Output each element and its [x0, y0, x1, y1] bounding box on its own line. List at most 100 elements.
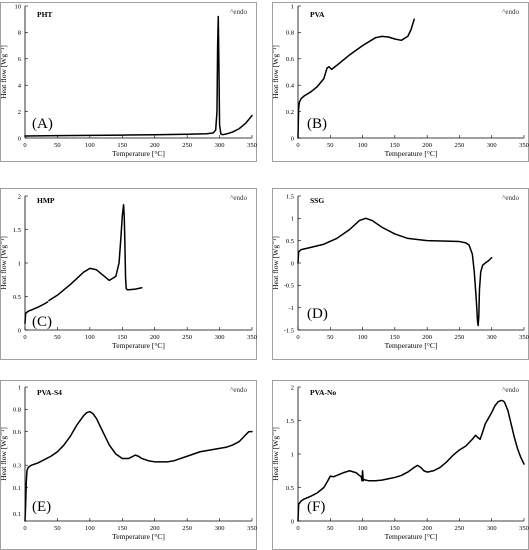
- x-tick-label: 150: [117, 142, 127, 149]
- x-tick-label: 250: [182, 334, 192, 341]
- x-axis-label: Temperature [°C]: [385, 149, 438, 158]
- x-tick-label: 50: [327, 142, 334, 149]
- x-tick-label: 300: [487, 525, 497, 532]
- y-tick-label: 1.5: [13, 227, 21, 234]
- y-tick-label: -1.5: [284, 327, 294, 334]
- endo-note: ^endo: [502, 194, 519, 202]
- panel-letter: (F): [307, 499, 325, 515]
- x-tick-label: 350: [247, 142, 257, 149]
- y-tick-label: 0: [18, 327, 21, 334]
- x-tick-label: 250: [455, 142, 465, 149]
- x-tick-label: 350: [519, 525, 529, 532]
- endo-note: ^endo: [230, 386, 247, 394]
- x-tick-label: 50: [54, 525, 61, 532]
- heat-flow-curve: [297, 399, 525, 522]
- panel-title: PVA-No: [310, 388, 336, 397]
- panel-title: SSG: [310, 196, 324, 205]
- x-axis-label: Temperature [°C]: [112, 532, 165, 541]
- y-tick-label: -0.5: [284, 283, 294, 290]
- x-axis-label: Temperature [°C]: [385, 341, 438, 350]
- y-tick-label: 10: [15, 3, 22, 10]
- y-tick-label: 1.5: [286, 418, 294, 425]
- heat-flow-curve: [24, 15, 253, 137]
- x-tick-label: 50: [327, 525, 334, 532]
- x-tick-label: 200: [150, 334, 160, 341]
- y-tick-label: 0.1: [13, 485, 21, 492]
- y-tick-label: 2: [291, 384, 294, 391]
- x-tick-label: 0: [296, 334, 299, 341]
- chart-panel: 0 50 100 150 200 250 300 350 0.1 0.3 0.6 0.8 1 0.1 PVA…: [0, 380, 257, 550]
- x-tick-label: 350: [247, 525, 257, 532]
- panel-letter: (C): [32, 314, 52, 330]
- x-tick-label: 50: [327, 334, 334, 341]
- x-tick-label: 300: [215, 142, 225, 149]
- y-tick-label: 0.3: [13, 462, 21, 469]
- heat-flow-curve: [297, 217, 493, 327]
- chart-panel: 0 50 100 150 200 250 300 350 0 0.5 1 1.5 2 HMP ^endo Te…: [0, 188, 257, 360]
- x-tick-label: 100: [358, 334, 368, 341]
- y-tick-label: 0.4: [286, 83, 295, 90]
- y-tick-label: 2: [18, 193, 21, 200]
- x-axis-label: Temperature [°C]: [385, 532, 438, 541]
- endo-note: ^endo: [502, 8, 519, 16]
- x-tick-label: 350: [519, 334, 529, 341]
- x-tick-label: 300: [215, 334, 225, 341]
- y-tick-label: 0.1: [13, 511, 21, 518]
- y-tick-label: 0.8: [286, 30, 294, 37]
- y-tick-label: 1: [291, 216, 294, 223]
- x-tick-label: 0: [296, 142, 299, 149]
- panel-title: PVA: [310, 10, 325, 19]
- x-axis-label: Temperature [°C]: [112, 149, 165, 158]
- x-tick-label: 350: [247, 334, 257, 341]
- x-tick-label: 100: [358, 525, 368, 532]
- chart-panel: 0 50 100 150 200 250 300 350 0 2 4 6 8 10 PHT ^endo Temp…: [0, 2, 257, 162]
- y-tick-label: 0.5: [286, 485, 294, 492]
- x-tick-label: 200: [422, 525, 432, 532]
- y-tick-label: 1: [18, 260, 21, 267]
- y-axis-label: Heat flow [Wg⁻¹]: [0, 427, 8, 481]
- y-tick-label: 0.8: [13, 407, 21, 414]
- x-tick-label: 200: [150, 142, 160, 149]
- y-tick-label: 0: [291, 135, 294, 142]
- x-tick-label: 250: [455, 334, 465, 341]
- x-tick-label: 150: [117, 334, 127, 341]
- y-tick-label: 0.6: [286, 56, 295, 63]
- y-tick-label: 0.5: [286, 238, 294, 245]
- y-axis-label: Heat flow [Wg⁻¹]: [271, 236, 280, 290]
- y-axis-label: Heat flow [Wg⁻¹]: [271, 45, 280, 99]
- x-tick-label: 50: [54, 142, 61, 149]
- y-tick-label: 0: [18, 135, 21, 142]
- heat-flow-curve: [297, 18, 415, 139]
- x-tick-label: 200: [422, 142, 432, 149]
- y-tick-label: 2: [18, 109, 21, 116]
- y-tick-label: 1: [291, 3, 294, 10]
- heat-flow-curve: [24, 301, 49, 325]
- y-tick-label: 6: [18, 56, 22, 63]
- x-tick-label: 150: [117, 525, 127, 532]
- endo-note: ^endo: [230, 8, 247, 16]
- x-tick-label: 300: [215, 525, 225, 532]
- x-tick-label: 200: [150, 525, 160, 532]
- x-tick-label: 0: [23, 334, 26, 341]
- panel-title: HMP: [37, 196, 55, 205]
- x-tick-label: 100: [358, 142, 368, 149]
- y-tick-label: 4: [18, 83, 22, 90]
- x-tick-label: 50: [54, 334, 61, 341]
- panel-letter: (A): [32, 116, 53, 132]
- y-axis-label: Heat flow [Wg⁻¹]: [271, 427, 280, 481]
- x-tick-label: 250: [182, 525, 192, 532]
- y-tick-label: 0.2: [286, 109, 294, 116]
- panel-letter: (B): [307, 116, 327, 132]
- heat-flow-curve: [24, 410, 253, 522]
- x-tick-label: 100: [85, 334, 95, 341]
- x-tick-label: 250: [455, 525, 465, 532]
- panel-title: PHT: [37, 10, 52, 19]
- x-axis-label: Temperature [°C]: [112, 341, 165, 350]
- y-tick-label: 0: [291, 260, 294, 267]
- y-tick-label: 8: [18, 30, 21, 37]
- chart-panel: 0 50 100 150 200 250 300 350 -1.5 -1 -0.5 0 0.5 1 1.5 S…: [271, 188, 529, 360]
- y-tick-label: 0.5: [13, 294, 21, 301]
- y-tick-label: 1.5: [286, 193, 294, 200]
- panel-letter: (E): [32, 499, 51, 515]
